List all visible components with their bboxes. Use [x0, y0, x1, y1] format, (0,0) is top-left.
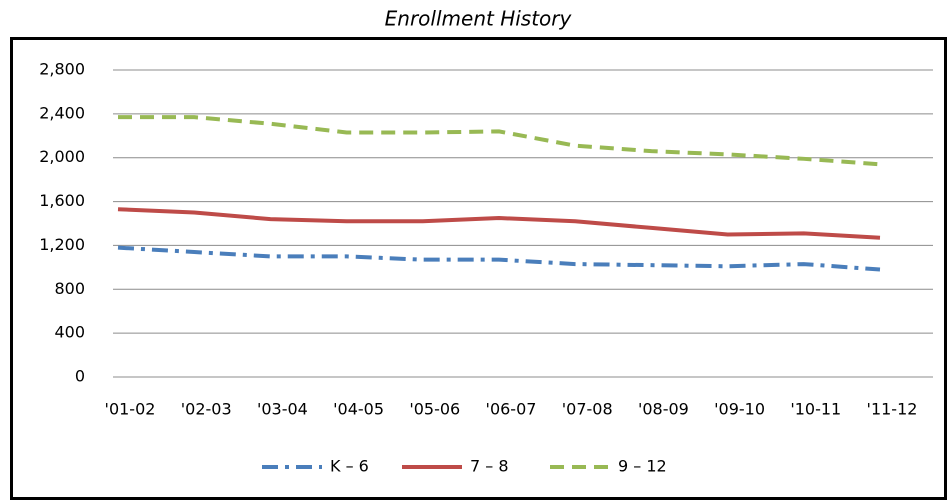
y-tick-label: 400 [54, 323, 85, 342]
y-tick-label: 2,000 [39, 147, 85, 166]
y-tick-label: 2,800 [39, 60, 85, 79]
legend-label: 9 – 12 [618, 457, 667, 476]
x-tick-label: '11-12 [867, 400, 918, 419]
y-tick-label: 2,400 [39, 103, 85, 122]
series-line [118, 115, 881, 167]
series-line [117, 245, 881, 272]
y-tick-label: 1,200 [39, 235, 85, 254]
x-tick-label: '03-04 [257, 400, 308, 419]
x-tick-label: '05-06 [409, 400, 460, 419]
y-tick-label: 800 [54, 279, 85, 298]
x-tick-label: '02-03 [181, 400, 232, 419]
x-tick-label: '09-10 [714, 400, 765, 419]
y-tick-label: 0 [75, 367, 85, 386]
x-tick-label: '08-09 [638, 400, 689, 419]
legend-label: 7 – 8 [470, 457, 509, 476]
x-tick-label: '07-08 [562, 400, 613, 419]
legend-label: K – 6 [330, 457, 369, 476]
x-tick-label: '01-02 [105, 400, 156, 419]
x-tick-label: '06-07 [486, 400, 537, 419]
x-tick-label: '10-11 [790, 400, 841, 419]
y-tick-label: 1,600 [39, 191, 85, 210]
chart-title: Enrollment History [385, 7, 573, 31]
x-tick-label: '04-05 [333, 400, 384, 419]
chart-frame [10, 37, 947, 500]
series-line [117, 207, 881, 240]
